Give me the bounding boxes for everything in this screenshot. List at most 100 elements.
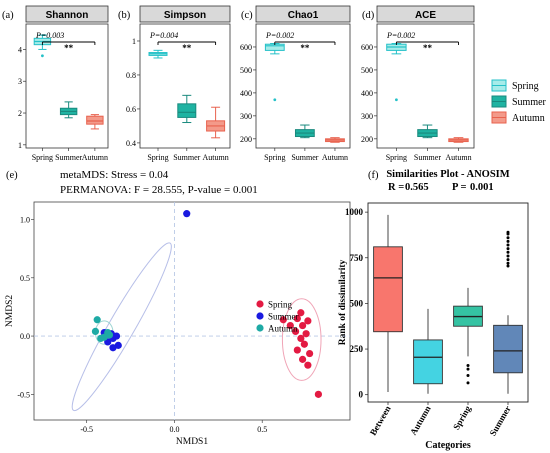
box-between [373, 246, 403, 333]
y-tick-label: 3 [18, 77, 22, 86]
x-tick-label: 0.0 [169, 425, 179, 434]
x-tick-label: Spring [451, 404, 473, 432]
x-tick-label: Spring [386, 153, 407, 162]
y-tick-label: 0.6 [126, 105, 136, 114]
x-tick-label: Spring [32, 153, 53, 162]
significance-stars: ** [182, 43, 192, 53]
outlier-point [466, 374, 470, 378]
point-spring [299, 321, 307, 330]
point-spring [279, 316, 287, 324]
anosim-panel: Similarities Plot - ANOSIM R = 0.565 P = 0.0… [338, 169, 529, 451]
point-spring [314, 390, 322, 398]
outlier-point [466, 363, 470, 367]
p-value-annotation: P=0.004 [149, 31, 178, 40]
significance-stars: ** [300, 43, 310, 53]
x-tick-label: Summer [414, 153, 441, 162]
x-tick-label: Autumn [202, 153, 228, 162]
legend-key-summer [256, 312, 264, 320]
x-tick-label: 0.5 [257, 425, 267, 434]
x-tick-label: Spring [264, 153, 285, 162]
point-spring [297, 309, 305, 317]
box-summer [493, 324, 523, 374]
x-axis-title: NMDS1 [176, 437, 208, 447]
y-tick-label: 300 [361, 112, 373, 121]
significance-stars: ** [423, 43, 433, 53]
panel-label-c: (c) [241, 10, 253, 21]
x-tick-label: Autumn [322, 153, 348, 162]
plot-border [25, 23, 109, 149]
outlier-point [466, 381, 470, 385]
facet-strip-label: ACE [415, 10, 436, 21]
alpha-legend: Spring Summer Autumn [491, 79, 547, 124]
y-tick-label: 0.8 [126, 71, 136, 80]
outlier-point [506, 243, 510, 247]
anosim-title: Similarities Plot - ANOSIM [386, 169, 509, 180]
y-tick-label: 200 [361, 135, 373, 144]
y-tick-label: 400 [361, 89, 373, 98]
nmds-panel: -0.5 0.0 0.5 -0.5 0.0 0.5 1.0 NMDS1 NMDS2 Spring S… [5, 201, 351, 447]
ace-panel: ACE 200 300 400 500 600 Spring Summer Autumn P=0.… [361, 5, 475, 162]
point-spring [299, 355, 307, 363]
x-tick-label: Summer [173, 153, 200, 162]
confidence-ellipse-spring [281, 298, 322, 381]
x-tick-label: Autumn [82, 153, 108, 162]
point-spring [293, 346, 301, 354]
outlier-point [41, 54, 44, 58]
plot-border [139, 23, 231, 149]
facet-strip-label: Chao1 [288, 10, 319, 21]
box-summer [177, 103, 197, 118]
panel-label-f: (f) [368, 170, 379, 181]
y-tick-label: 0 [359, 390, 364, 400]
x-tick-label: Summer [291, 153, 318, 162]
nmds-permanova-text: PERMANOVA: F = 28.555, P-value = 0.001 [60, 184, 258, 196]
legend-label-summer: Summer [512, 97, 547, 108]
chao1-panel: Chao1 200 300 400 500 600 Spring Summer Autumn P=… [240, 5, 351, 162]
outlier-point [506, 261, 510, 265]
confidence-ellipse-summer [71, 242, 172, 412]
legend-label-spring: Spring [512, 81, 539, 92]
panel-label-e: (e) [6, 170, 18, 181]
facet-strip [139, 5, 231, 23]
p-value-annotation: P=0.002 [386, 31, 415, 40]
y-tick-label: 1000 [345, 207, 364, 217]
y-tick-label: 0.0 [20, 332, 30, 341]
outlier-point [506, 258, 510, 262]
p-value: 0.001 [470, 182, 494, 193]
nmds-stress-text: metaMDS: Stress = 0.04 [60, 169, 169, 181]
legend-label-autumn: Autumn [268, 324, 298, 334]
outlier-point [506, 230, 510, 234]
r-label: R = [388, 182, 404, 193]
facet-strip [25, 5, 109, 23]
x-tick-label: Between [368, 404, 393, 437]
point-spring [304, 361, 312, 369]
outlier-point [273, 98, 277, 102]
point-autumn [93, 316, 101, 324]
point-autumn [105, 331, 114, 339]
facet-strip [376, 5, 475, 23]
point-summer [112, 332, 121, 340]
y-tick-label: 4 [18, 45, 22, 54]
y-tick-label: 600 [240, 43, 252, 52]
outlier-point [506, 254, 510, 258]
facet-strip-label: Shannon [46, 10, 89, 21]
y-tick-label: 300 [240, 112, 252, 121]
y-axis-title: NMDS2 [5, 295, 15, 327]
plot-border [255, 23, 351, 149]
x-tick-label: Summer [55, 153, 82, 162]
box-autumn [413, 339, 443, 385]
outlier-point [506, 250, 510, 254]
point-autumn [97, 334, 105, 342]
facet-strip [255, 5, 351, 23]
point-spring [293, 314, 301, 323]
y-tick-label: 1 [18, 141, 22, 150]
outlier-point [466, 367, 470, 371]
y-tick-label: 500 [361, 66, 373, 75]
outlier-point [506, 239, 510, 243]
legend-key-spring [256, 300, 264, 308]
facet-strip-label: Simpson [164, 10, 206, 21]
legend-label-autumn: Autumn [512, 113, 545, 124]
p-value-annotation: P=0.003 [35, 31, 64, 40]
panel-label-b: (b) [118, 10, 131, 21]
box-autumn [86, 115, 104, 125]
y-tick-label: 0.4 [126, 139, 136, 148]
